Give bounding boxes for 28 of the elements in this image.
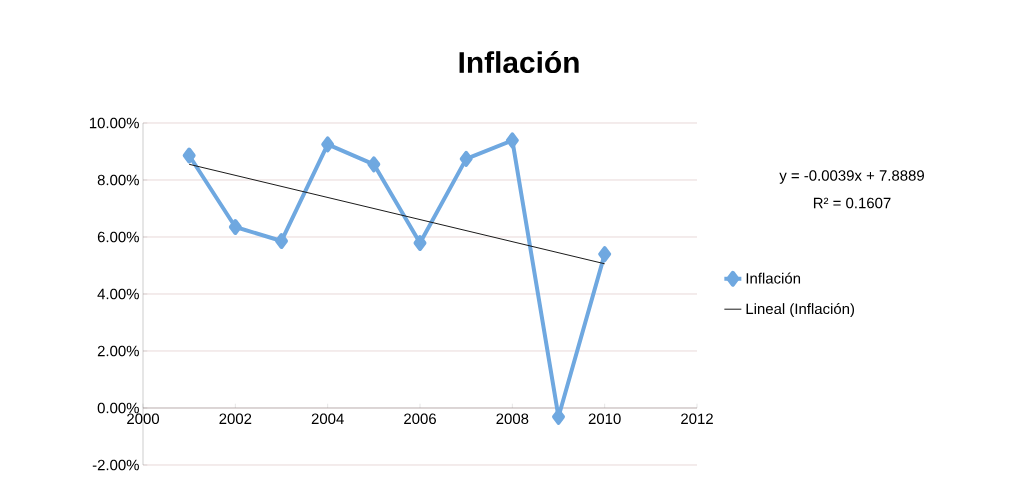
y-tick-label: 0.00% bbox=[97, 402, 139, 414]
x-tick-label: 2004 bbox=[311, 413, 344, 425]
point bbox=[275, 233, 288, 249]
y-tick-label: 2.00% bbox=[97, 345, 139, 357]
legend-label: Lineal (Inflación) bbox=[746, 302, 855, 318]
x-tick-label: 2010 bbox=[588, 413, 621, 425]
point bbox=[321, 136, 335, 153]
x-tick-label: 2008 bbox=[496, 413, 529, 425]
text: y = -0.0039x + 7.8889 bbox=[779, 170, 924, 184]
y-tick-label: 4.00% bbox=[97, 288, 139, 300]
point bbox=[598, 246, 612, 263]
x-tick-label: 2002 bbox=[219, 413, 252, 425]
text: R² = 0.1607 bbox=[813, 197, 891, 209]
y-tick-label: 6.00% bbox=[97, 231, 139, 243]
point bbox=[367, 156, 381, 173]
legend-label: Inflación bbox=[746, 272, 801, 284]
point bbox=[413, 234, 427, 251]
point bbox=[505, 132, 519, 149]
x-tick-label: 2006 bbox=[404, 413, 436, 425]
x-tick-label: 2000 bbox=[127, 413, 160, 425]
point bbox=[459, 150, 473, 167]
x-tick-label: 2012 bbox=[681, 413, 713, 425]
y-tick-label: 10.00% bbox=[89, 117, 139, 129]
y-tick-label: 8.00% bbox=[97, 174, 139, 186]
y-tick-label: -2.00% bbox=[92, 459, 139, 471]
point bbox=[182, 147, 196, 164]
point bbox=[228, 219, 242, 235]
chart-title: Inflación bbox=[459, 50, 579, 74]
